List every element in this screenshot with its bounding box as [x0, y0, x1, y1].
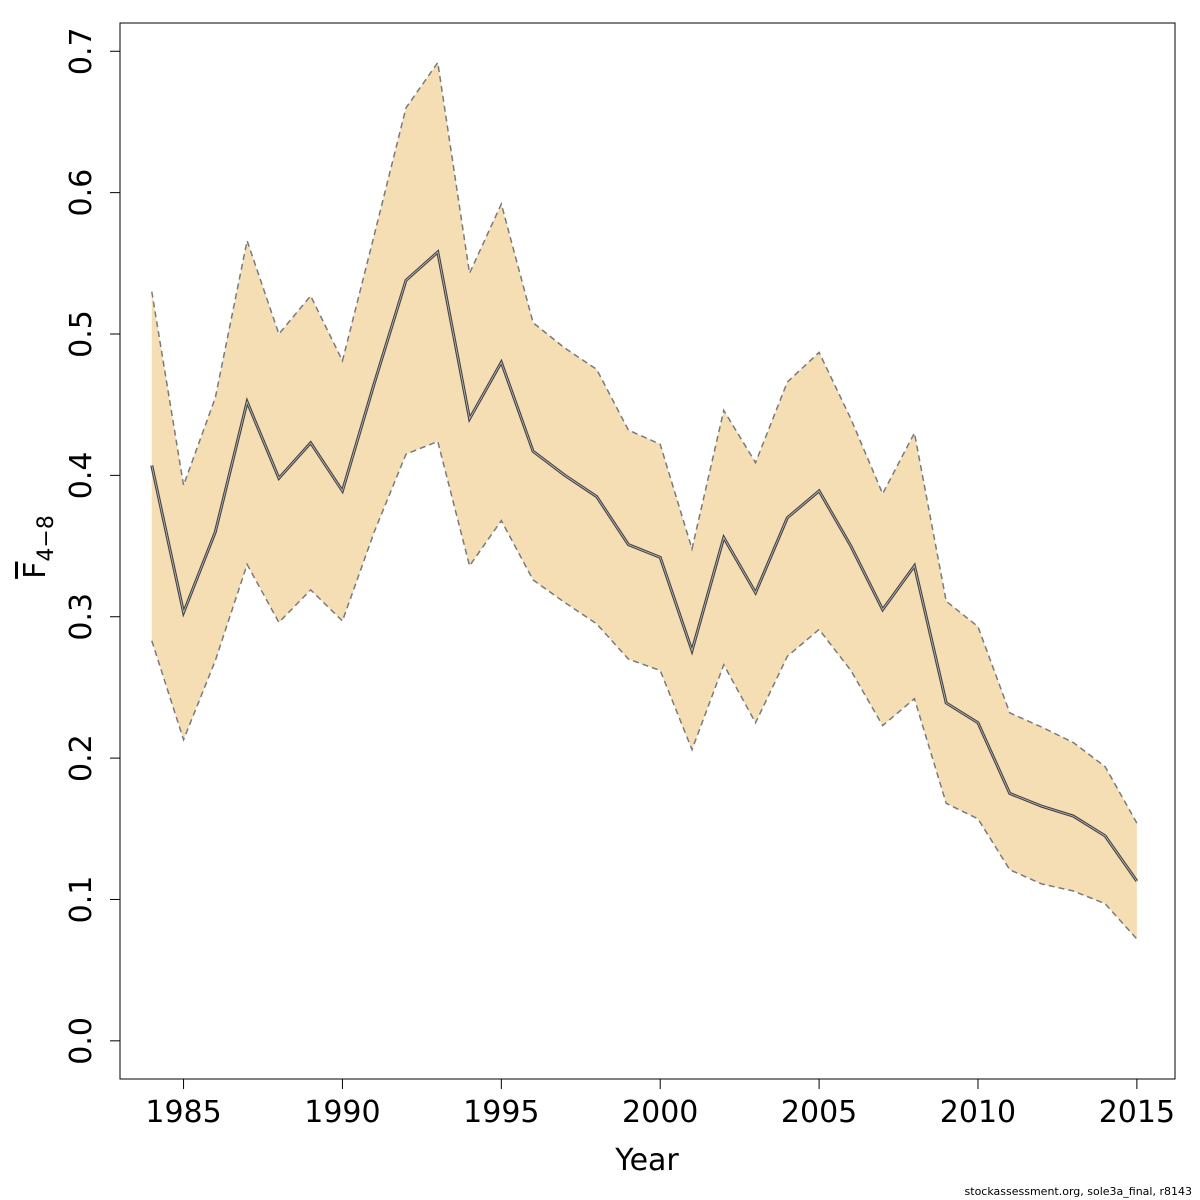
y-tick-label: 0.6 — [64, 169, 99, 217]
y-tick-label: 0.0 — [64, 1017, 99, 1065]
x-tick-label: 1990 — [304, 1095, 380, 1130]
svg-text:F4−8: F4−8 — [18, 515, 59, 579]
confidence-band-layer — [151, 60, 1138, 940]
y-tick-label: 0.1 — [64, 876, 99, 924]
y-axis-label-main: F — [18, 562, 53, 579]
x-tick-label: 2005 — [781, 1095, 857, 1130]
estimate-line-layer — [150, 249, 1139, 882]
y-tick-label: 0.7 — [64, 27, 99, 75]
footer-note: stockassessment.org, sole3a_final, r8143 — [964, 1185, 1192, 1198]
upper-bound-line — [151, 60, 1138, 824]
x-tick-label: 1995 — [463, 1095, 539, 1130]
y-tick-label: 0.5 — [64, 310, 99, 358]
x-axis: 1985 1990 1995 2000 2005 2010 2015 — [145, 1078, 1175, 1130]
y-axis-label: F4−8 — [18, 515, 59, 579]
x-tick-label: 2000 — [622, 1095, 698, 1130]
y-axis-label-sub: 4−8 — [34, 515, 59, 561]
x-tick-label: 2010 — [940, 1095, 1016, 1130]
x-tick-label: 1985 — [145, 1095, 221, 1130]
y-tick-label: 0.3 — [64, 593, 99, 641]
x-axis-label: Year — [614, 1143, 679, 1178]
estimate-line-highlight — [151, 251, 1138, 882]
y-tick-label: 0.2 — [64, 734, 99, 782]
y-axis: 0.0 0.1 0.2 0.3 0.4 0.5 0.6 0.7 — [64, 27, 121, 1065]
lower-bound-line — [151, 440, 1138, 940]
x-tick-label: 2015 — [1099, 1095, 1175, 1130]
y-tick-label: 0.4 — [64, 452, 99, 500]
confidence-band — [151, 62, 1137, 940]
